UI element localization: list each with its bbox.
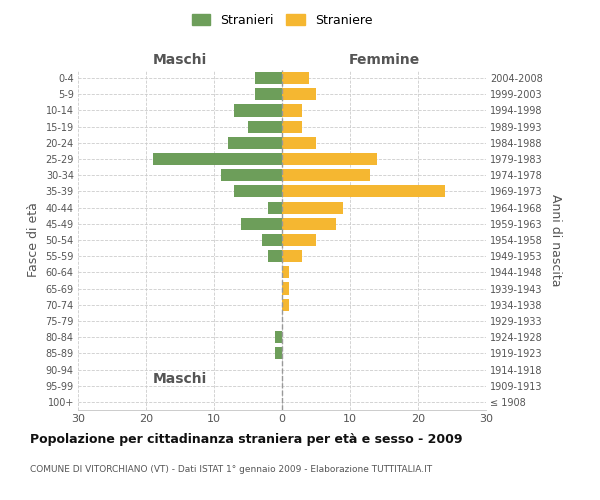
Bar (153, 153, 282, 165)
Bar (268, 250, 282, 262)
Bar (221, 169, 282, 181)
Bar (282, 88, 316, 101)
Bar (282, 250, 302, 262)
Bar (282, 120, 302, 132)
Legend: Stranieri, Straniere: Stranieri, Straniere (187, 8, 377, 32)
Bar (248, 120, 282, 132)
Bar (282, 72, 309, 84)
Y-axis label: Anni di nascita: Anni di nascita (550, 194, 562, 286)
Bar (268, 202, 282, 213)
Bar (282, 202, 343, 213)
Bar (235, 104, 282, 117)
Bar (282, 169, 370, 181)
Text: Maschi: Maschi (153, 372, 207, 386)
Text: Maschi: Maschi (153, 52, 207, 66)
Bar (275, 348, 282, 360)
Text: Femmine: Femmine (349, 52, 419, 66)
Bar (255, 72, 282, 84)
Bar (282, 104, 302, 117)
Bar (282, 282, 289, 294)
Bar (282, 218, 337, 230)
Bar (282, 153, 377, 165)
Bar (235, 186, 282, 198)
Bar (282, 266, 289, 278)
Bar (282, 298, 289, 311)
Text: Popolazione per cittadinanza straniera per età e sesso - 2009: Popolazione per cittadinanza straniera p… (30, 432, 463, 446)
Bar (255, 88, 282, 101)
Bar (262, 234, 282, 246)
Text: COMUNE DI VITORCHIANO (VT) - Dati ISTAT 1° gennaio 2009 - Elaborazione TUTTITALI: COMUNE DI VITORCHIANO (VT) - Dati ISTAT … (30, 466, 432, 474)
Bar (282, 186, 445, 198)
Bar (282, 137, 316, 149)
Bar (241, 218, 282, 230)
Bar (275, 331, 282, 343)
Bar (227, 137, 282, 149)
Y-axis label: Fasce di età: Fasce di età (27, 202, 40, 278)
Bar (282, 234, 316, 246)
